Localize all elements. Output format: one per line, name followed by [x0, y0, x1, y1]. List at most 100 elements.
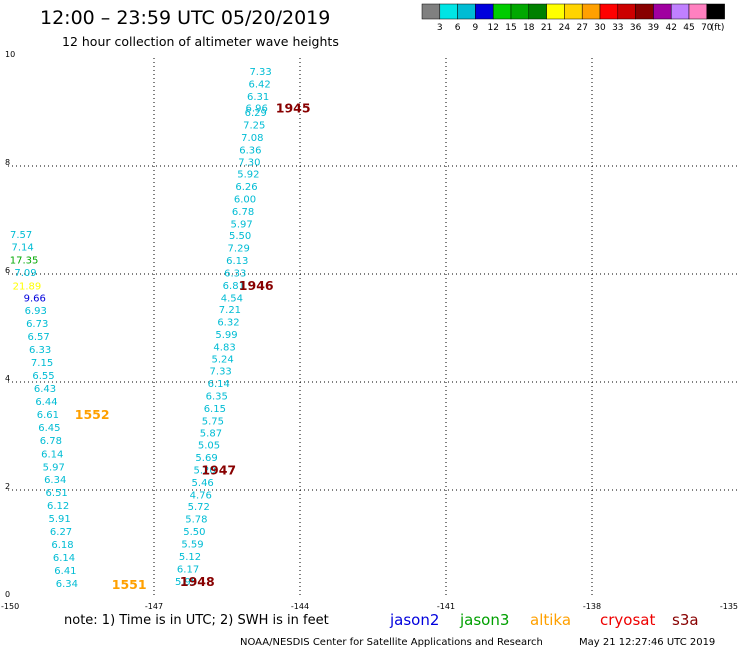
- scale-swatch: [564, 3, 583, 20]
- wave-height-label: 7.57: [10, 230, 32, 241]
- scale-swatch: [706, 3, 725, 20]
- wave-height-label: 6.57: [28, 332, 50, 343]
- footer-timestamp: May 21 12:27:46 UTC 2019: [579, 637, 715, 648]
- wave-height-label: 6.00: [234, 194, 256, 205]
- scale-label: 3: [437, 23, 443, 33]
- x-tick-label: -141: [437, 602, 455, 611]
- wave-height-label: 5.12: [179, 552, 201, 563]
- legend-s3a: s3a: [672, 611, 699, 629]
- scale-label: 24: [559, 23, 571, 33]
- scale-label: 70: [701, 23, 713, 33]
- grid: [8, 58, 738, 598]
- scale-label: 21: [541, 23, 552, 33]
- wave-height-label: 4.54: [221, 293, 243, 304]
- units-note: note: 1) Time is in UTC; 2) SWH is in fe…: [64, 613, 329, 628]
- wave-height-label: 5.92: [237, 170, 259, 181]
- scale-label: 30: [594, 23, 606, 33]
- wave-height-label: 6.78: [40, 436, 62, 447]
- wave-height-label: 6.45: [38, 423, 60, 434]
- pass-time-label: 1948: [180, 574, 215, 589]
- legend-altika: altika: [530, 611, 571, 629]
- wave-height-label: 5.75: [202, 416, 224, 427]
- wave-height-label: 5.05: [198, 441, 220, 452]
- wave-height-label: 7.21: [219, 305, 241, 316]
- scale-unit: (ft): [711, 23, 725, 33]
- wave-height-label: 5.99: [215, 330, 237, 341]
- satellite-legend: jason2 jason3 altika cryosat s3a: [389, 611, 699, 629]
- wave-height-label: 7.09: [14, 268, 36, 279]
- scale-label: 39: [648, 23, 660, 33]
- scale-swatch: [475, 3, 494, 20]
- scale-swatch: [457, 3, 476, 20]
- y-tick-label: 8: [5, 158, 10, 167]
- wave-height-label: 5.97: [43, 462, 65, 473]
- x-tick-label: -138: [583, 602, 601, 611]
- wave-height-label: 7.15: [31, 358, 53, 369]
- wave-height-label: 6.36: [239, 145, 261, 156]
- wave-height-label: 6.81: [223, 281, 245, 292]
- wave-height-label: 9.66: [24, 293, 46, 304]
- wave-height-label: 5.72: [188, 502, 210, 513]
- wave-height-label: 6.14: [41, 449, 63, 460]
- data-points: 7.336.426.316.966.297.257.086.367.305.92…: [10, 67, 272, 590]
- scale-swatch: [635, 3, 654, 20]
- scale-swatch: [617, 3, 636, 20]
- wave-height-label: 5.78: [185, 515, 207, 526]
- wave-height-label: 4.76: [190, 490, 212, 501]
- wave-height-label: 6.96: [246, 104, 268, 115]
- scale-swatch: [670, 3, 690, 20]
- wave-height-label: 6.14: [208, 379, 230, 390]
- scale-swatch: [492, 3, 512, 20]
- scale-swatch: [599, 3, 619, 20]
- pass-time-label: 1551: [112, 577, 147, 592]
- scale-label: 9: [473, 23, 479, 33]
- wave-height-label: 5.50: [229, 231, 251, 242]
- x-tick-label: -135: [720, 602, 738, 611]
- scale-label: 45: [683, 23, 694, 33]
- wave-height-label: 4.83: [213, 342, 235, 353]
- axis-ticks: 0 2 4 6 8 10 -150 -147 -144 -141 -138 -135: [1, 50, 738, 611]
- wave-height-label: 7.33: [249, 67, 271, 78]
- wave-height-label: 6.34: [44, 475, 66, 486]
- scale-swatch: [421, 3, 441, 20]
- wave-height-label: 5.46: [192, 478, 214, 489]
- scale-label: 36: [630, 23, 642, 33]
- x-tick-label: -150: [1, 602, 19, 611]
- wave-height-label: 6.34: [56, 579, 78, 590]
- wave-height-label: 21.89: [13, 281, 42, 292]
- y-tick-label: 10: [5, 50, 15, 59]
- pass-labels: 1945 1946 1947 1948 1552 1551: [75, 101, 311, 592]
- wave-height-label: 6.18: [51, 540, 73, 551]
- scale-swatch: [653, 3, 672, 20]
- y-tick-label: 6: [5, 266, 10, 275]
- wave-height-label: 6.73: [26, 319, 48, 330]
- wave-height-label: 5.59: [181, 540, 203, 551]
- legend-cryosat: cryosat: [600, 611, 655, 629]
- wave-height-label: 5.20: [193, 466, 215, 477]
- wave-height-label: 6.51: [46, 488, 68, 499]
- y-tick-label: 0: [5, 590, 10, 599]
- wave-height-label: 6.93: [25, 306, 47, 317]
- pass-time-label: 1945: [276, 101, 311, 116]
- wave-height-label: 7.33: [210, 367, 232, 378]
- legend-jason3: jason3: [459, 611, 509, 629]
- wave-height-label: 6.41: [54, 566, 76, 577]
- wave-height-label: 6.78: [232, 207, 254, 218]
- wave-height-label: 5.69: [195, 453, 217, 464]
- x-tick-label: -144: [291, 602, 309, 611]
- wave-height-label: 5.24: [211, 354, 233, 365]
- pass-time-label: 1552: [75, 407, 110, 422]
- wave-height-label: 6.29: [245, 108, 267, 119]
- y-tick-label: 2: [5, 482, 10, 491]
- x-tick-label: -147: [145, 602, 163, 611]
- wave-height-label: 6.33: [29, 345, 51, 356]
- wave-height-label: 17.35: [10, 255, 39, 266]
- scale-swatch: [439, 3, 458, 20]
- wave-height-label: 5.95: [175, 577, 197, 588]
- wave-height-label: 6.14: [53, 553, 75, 564]
- pass-time-label: 1946: [239, 278, 274, 293]
- wave-height-label: 7.30: [238, 158, 260, 169]
- wave-height-label: 6.26: [235, 182, 257, 193]
- scale-label: 42: [665, 23, 676, 33]
